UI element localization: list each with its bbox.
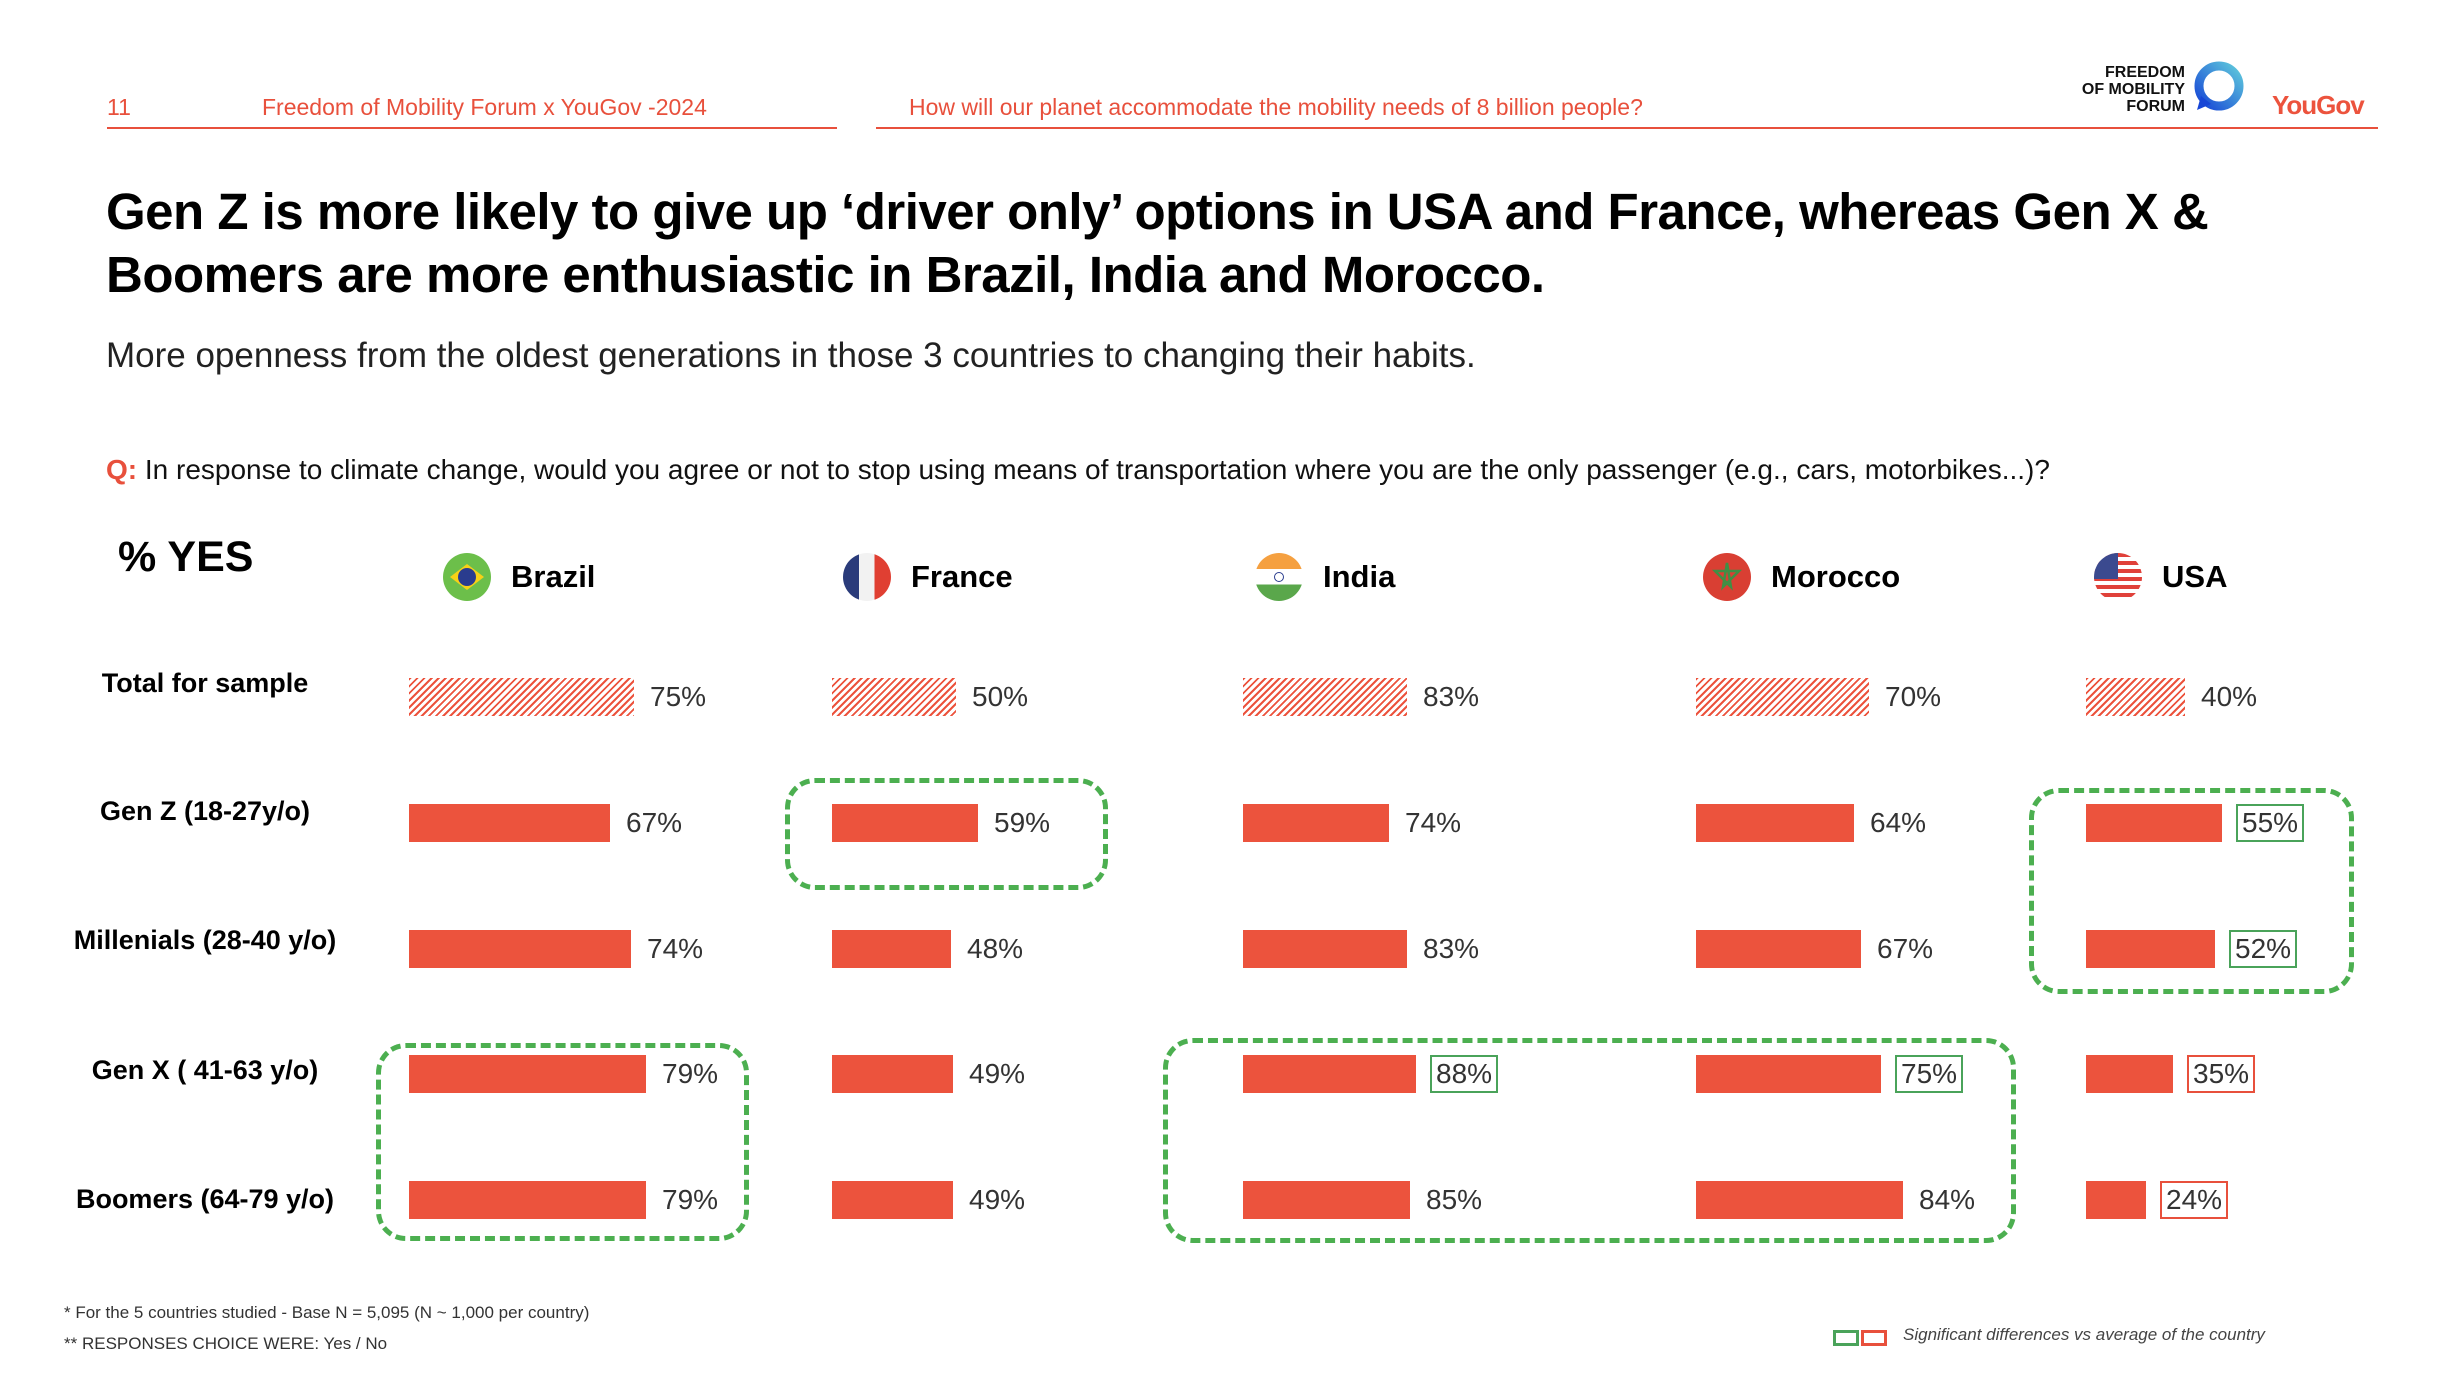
total-bar [409,678,634,716]
country-name: France [911,559,1013,594]
legend-green-box-icon [1833,1330,1859,1346]
data-label: 75% [650,681,707,712]
country-header-brazil: Brazil [443,551,595,603]
bar [1243,804,1389,842]
row-label: Total for sample [101,668,309,698]
highlight-group-brazil-older [376,1043,749,1241]
data-label: 49% [969,1184,1026,1215]
bar [2086,1055,2173,1093]
title-line: Gen Z is more likely to give up ‘driver … [106,183,2209,240]
highlight-group-france-genz [785,778,1108,890]
brazil-flag-icon [443,553,491,601]
bar [1243,1055,1416,1093]
bar [2086,930,2215,968]
bar [1696,930,1861,968]
data-label: 35% [2187,1055,2256,1093]
bar [832,804,978,842]
country-name: USA [2162,559,2228,594]
data-label: 70% [1885,681,1942,712]
data-label: 79% [662,1058,719,1089]
row-label: Gen X ( 41-63 y/o) [91,1055,319,1085]
chart-title: % YES [118,533,254,581]
data-label: 83% [1423,681,1480,712]
yougov-logo: YouGov [2272,90,2365,120]
data-label: 74% [1405,807,1462,838]
data-label: 85% [1426,1184,1483,1215]
data-label: 74% [647,933,704,964]
total-bar [2086,678,2185,716]
fmf-logo-text: FREEDOM OF MOBILITY FORUM [2082,64,2185,115]
row-label: Boomers (64-79 y/o) [75,1184,335,1214]
data-label: 50% [972,681,1029,712]
data-label: 67% [1877,933,1934,964]
country-header-france: France [843,551,1013,603]
total-bar [1243,678,1407,716]
country-header-morocco: Morocco [1703,551,1900,603]
data-label: 83% [1423,933,1480,964]
highlight-group-india-morocco-older [1163,1038,2016,1243]
highlight-group-usa-younger [2029,788,2354,994]
row-label: Millenials (28-40 y/o) [73,925,337,955]
speech-bubble-icon [2194,61,2244,111]
bar [1696,804,1854,842]
usa-flag-icon [2094,553,2142,601]
total-bar [832,678,956,716]
bar [409,804,610,842]
bar [832,1181,953,1219]
legend-red-box-icon [1861,1330,1887,1346]
page-title: Gen Z is more likely to give up ‘driver … [106,180,2356,306]
title-line: Boomers are more enthusiastic in Brazil,… [106,246,1545,303]
page-number: 11 [107,94,131,120]
data-label: 88% [1430,1055,1499,1093]
header-divider-left [107,127,837,129]
data-label: 48% [967,933,1024,964]
page-subtitle: More openness from the oldest generation… [106,336,1476,375]
bar [2086,1181,2146,1219]
data-label: 67% [626,807,683,838]
data-label: 55% [2236,804,2305,842]
bar [409,1181,646,1219]
data-label: 24% [2160,1181,2229,1219]
bar [1243,930,1407,968]
bar [1696,1181,1903,1219]
data-label: 64% [1870,807,1927,838]
fmf-logo-line: FORUM [2126,98,2185,115]
data-label: 49% [969,1058,1026,1089]
bar [1696,1055,1881,1093]
fmf-logo-line: FREEDOM [2105,64,2185,81]
survey-question: Q: In response to climate change, would … [106,454,2050,486]
legend-text: Significant differences vs average of th… [1903,1325,2265,1344]
bar [1243,1181,1410,1219]
bar [2086,804,2222,842]
bar [409,930,631,968]
country-header-usa: USA [2094,551,2227,603]
report-caption: Freedom of Mobility Forum x YouGov -2024 [262,94,707,120]
bar [832,1055,953,1093]
footnote-base: * For the 5 countries studied - Base N =… [64,1303,590,1322]
row-label: Gen Z (18-27y/o) [99,796,311,826]
question-prefix: Q: [106,454,138,485]
data-label: 75% [1895,1055,1964,1093]
fmf-logo: FREEDOM OF MOBILITY FORUM [2055,61,2255,124]
country-name: Brazil [511,559,596,594]
france-flag-icon [843,553,891,601]
data-label: 40% [2201,681,2258,712]
total-bar [1696,678,1869,716]
country-name: India [1323,559,1396,594]
footnote-responses: ** RESPONSES CHOICE WERE: Yes / No [64,1334,388,1353]
bar [409,1055,646,1093]
data-label: 79% [662,1184,719,1215]
bar [832,930,951,968]
report-question-caption: How will our planet accommodate the mobi… [909,94,1643,120]
data-label: 59% [994,807,1051,838]
header-divider-right [876,127,2378,129]
data-label: 52% [2229,930,2298,968]
india-flag-icon [1255,553,1303,601]
country-header-india: India [1255,551,1395,603]
morocco-flag-icon [1703,553,1751,601]
fmf-logo-line: OF MOBILITY [2081,81,2185,98]
question-text: In response to climate change, would you… [137,454,2050,485]
country-name: Morocco [1771,559,1901,594]
data-label: 84% [1919,1184,1976,1215]
